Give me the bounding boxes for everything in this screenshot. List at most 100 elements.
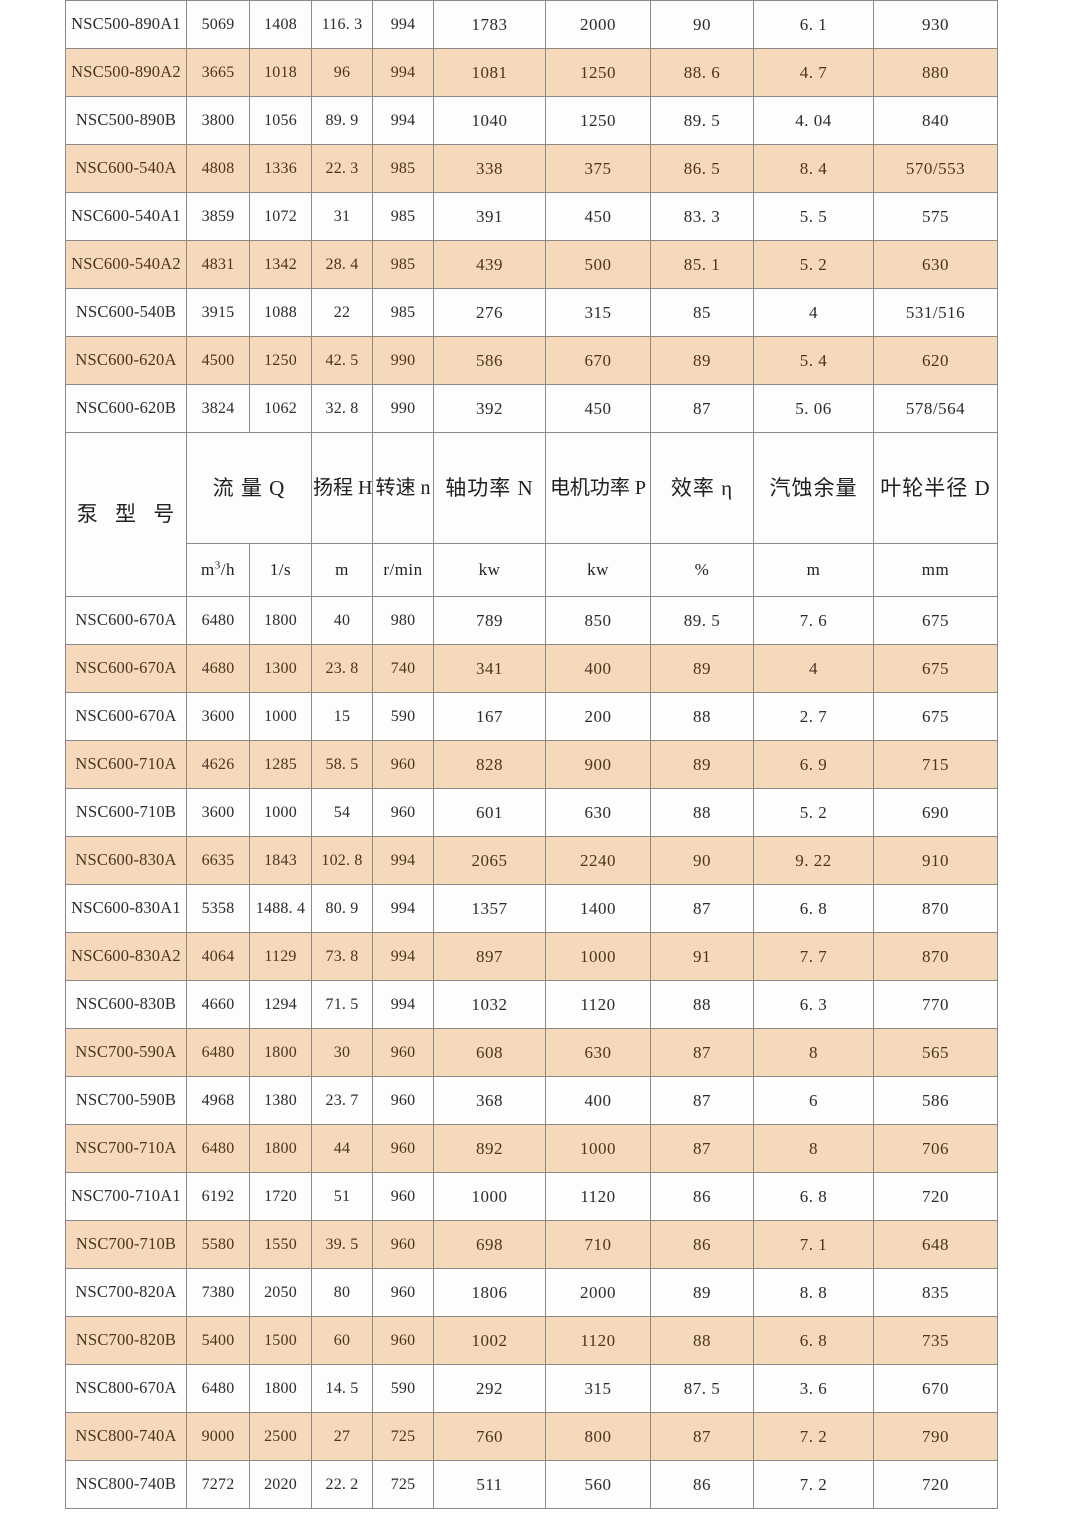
cell-speed: 725 xyxy=(372,1412,434,1461)
cell-flow-ls: 1800 xyxy=(249,1364,312,1413)
cell-pump-model: NSC600-670A xyxy=(65,692,187,741)
cell-motor-power: 450 xyxy=(545,384,651,433)
cell-shaft-power: 601 xyxy=(433,788,546,837)
cell-speed: 960 xyxy=(372,1028,434,1077)
cell-flow-ls: 2050 xyxy=(249,1268,312,1317)
cell-npsh: 7. 7 xyxy=(753,932,874,981)
unit-motor-power: kw xyxy=(545,543,651,597)
cell-flow-m3h: 3859 xyxy=(186,192,250,241)
cell-motor-power: 560 xyxy=(545,1460,651,1509)
cell-motor-power: 2000 xyxy=(545,0,651,49)
cell-head: 39. 5 xyxy=(311,1220,373,1269)
cell-speed: 994 xyxy=(372,0,434,49)
cell-flow-ls: 2500 xyxy=(249,1412,312,1461)
cell-pump-model: NSC600-830B xyxy=(65,980,187,1029)
cell-efficiency: 88 xyxy=(650,1316,754,1365)
cell-speed: 985 xyxy=(372,192,434,241)
cell-pump-model: NSC600-540A2 xyxy=(65,240,187,289)
cell-shaft-power: 439 xyxy=(433,240,546,289)
cell-head: 96 xyxy=(311,48,373,97)
table-row: NSC500-890B 3800 1056 89. 9 994 1040 1250 89. 5… xyxy=(65,96,998,145)
cell-flow-ls: 1056 xyxy=(249,96,312,145)
cell-pump-model: NSC600-710A xyxy=(65,740,187,789)
cell-flow-m3h: 5069 xyxy=(186,0,250,49)
table-row: NSC600-620B 3824 1062 32. 8 990 392 450 87 5. 06… xyxy=(65,384,998,433)
cell-impeller-radius: 735 xyxy=(873,1316,998,1365)
cell-head: 28. 4 xyxy=(311,240,373,289)
cell-impeller-radius: 575 xyxy=(873,192,998,241)
cell-shaft-power: 1032 xyxy=(433,980,546,1029)
cell-flow-ls: 1000 xyxy=(249,692,312,741)
cell-flow-m3h: 3915 xyxy=(186,288,250,337)
cell-flow-ls: 1720 xyxy=(249,1172,312,1221)
cell-flow-ls: 1062 xyxy=(249,384,312,433)
cell-impeller-radius: 531/516 xyxy=(873,288,998,337)
cell-efficiency: 88 xyxy=(650,788,754,837)
cell-head: 51 xyxy=(311,1172,373,1221)
cell-flow-m3h: 4831 xyxy=(186,240,250,289)
table-row: NSC600-540A 4808 1336 22. 3 985 338 375 86. 5 8.… xyxy=(65,144,998,193)
unit-flow-volumetric: m3/h xyxy=(186,543,250,597)
cell-flow-m3h: 4968 xyxy=(186,1076,250,1125)
cell-shaft-power: 897 xyxy=(433,932,546,981)
cell-npsh: 8 xyxy=(753,1124,874,1173)
cell-head: 54 xyxy=(311,788,373,837)
cell-pump-model: NSC700-590B xyxy=(65,1076,187,1125)
unit-shaft-power: kw xyxy=(433,543,546,597)
cell-flow-ls: 1000 xyxy=(249,788,312,837)
table-row: NSC800-670A 6480 1800 14. 5 590 292 315 87. 5 3.… xyxy=(65,1364,998,1413)
cell-flow-ls: 1294 xyxy=(249,980,312,1029)
cell-head: 58. 5 xyxy=(311,740,373,789)
cell-pump-model: NSC800-740B xyxy=(65,1460,187,1509)
cell-npsh: 5. 4 xyxy=(753,336,874,385)
cell-flow-m3h: 3800 xyxy=(186,96,250,145)
cell-flow-ls: 1800 xyxy=(249,1028,312,1077)
cell-efficiency: 88 xyxy=(650,692,754,741)
cell-speed: 994 xyxy=(372,884,434,933)
cell-shaft-power: 1806 xyxy=(433,1268,546,1317)
cell-speed: 960 xyxy=(372,1316,434,1365)
cell-pump-model: NSC600-830A xyxy=(65,836,187,885)
cell-pump-model: NSC500-890A1 xyxy=(65,0,187,49)
cell-speed: 725 xyxy=(372,1460,434,1509)
cell-pump-model: NSC700-710B xyxy=(65,1220,187,1269)
table-row: NSC700-820A 7380 2050 80 960 1806 2000 89 8. 8 83… xyxy=(65,1268,998,1317)
cell-npsh: 6. 8 xyxy=(753,1316,874,1365)
cell-efficiency: 85 xyxy=(650,288,754,337)
cell-flow-m3h: 5400 xyxy=(186,1316,250,1365)
table-row: NSC600-670A 3600 1000 15 590 167 200 88 2. 7 675 xyxy=(65,692,998,741)
cell-impeller-radius: 910 xyxy=(873,836,998,885)
cell-head: 73. 8 xyxy=(311,932,373,981)
cell-pump-model: NSC600-620A xyxy=(65,336,187,385)
cell-npsh: 5. 2 xyxy=(753,788,874,837)
cell-head: 31 xyxy=(311,192,373,241)
cell-impeller-radius: 565 xyxy=(873,1028,998,1077)
unit-flow-rate: 1/s xyxy=(249,543,312,597)
cell-shaft-power: 167 xyxy=(433,692,546,741)
cell-efficiency: 86 xyxy=(650,1172,754,1221)
header-flow: 流 量 Q xyxy=(186,432,312,544)
cell-flow-ls: 1488. 4 xyxy=(249,884,312,933)
cell-head: 22. 3 xyxy=(311,144,373,193)
cell-pump-model: NSC800-670A xyxy=(65,1364,187,1413)
cell-head: 40 xyxy=(311,596,373,645)
cell-head: 22 xyxy=(311,288,373,337)
cell-pump-model: NSC600-830A2 xyxy=(65,932,187,981)
cell-motor-power: 710 xyxy=(545,1220,651,1269)
cell-speed: 960 xyxy=(372,1268,434,1317)
cell-npsh: 5. 2 xyxy=(753,240,874,289)
cell-shaft-power: 392 xyxy=(433,384,546,433)
cell-efficiency: 89. 5 xyxy=(650,96,754,145)
cell-flow-m3h: 6480 xyxy=(186,1124,250,1173)
cell-npsh: 4. 04 xyxy=(753,96,874,145)
cell-flow-ls: 1408 xyxy=(249,0,312,49)
cell-shaft-power: 789 xyxy=(433,596,546,645)
table-row: NSC700-590B 4968 1380 23. 7 960 368 400 87 6 586 xyxy=(65,1076,998,1125)
cell-pump-model: NSC600-540A xyxy=(65,144,187,193)
cell-speed: 990 xyxy=(372,336,434,385)
cell-npsh: 6. 8 xyxy=(753,884,874,933)
